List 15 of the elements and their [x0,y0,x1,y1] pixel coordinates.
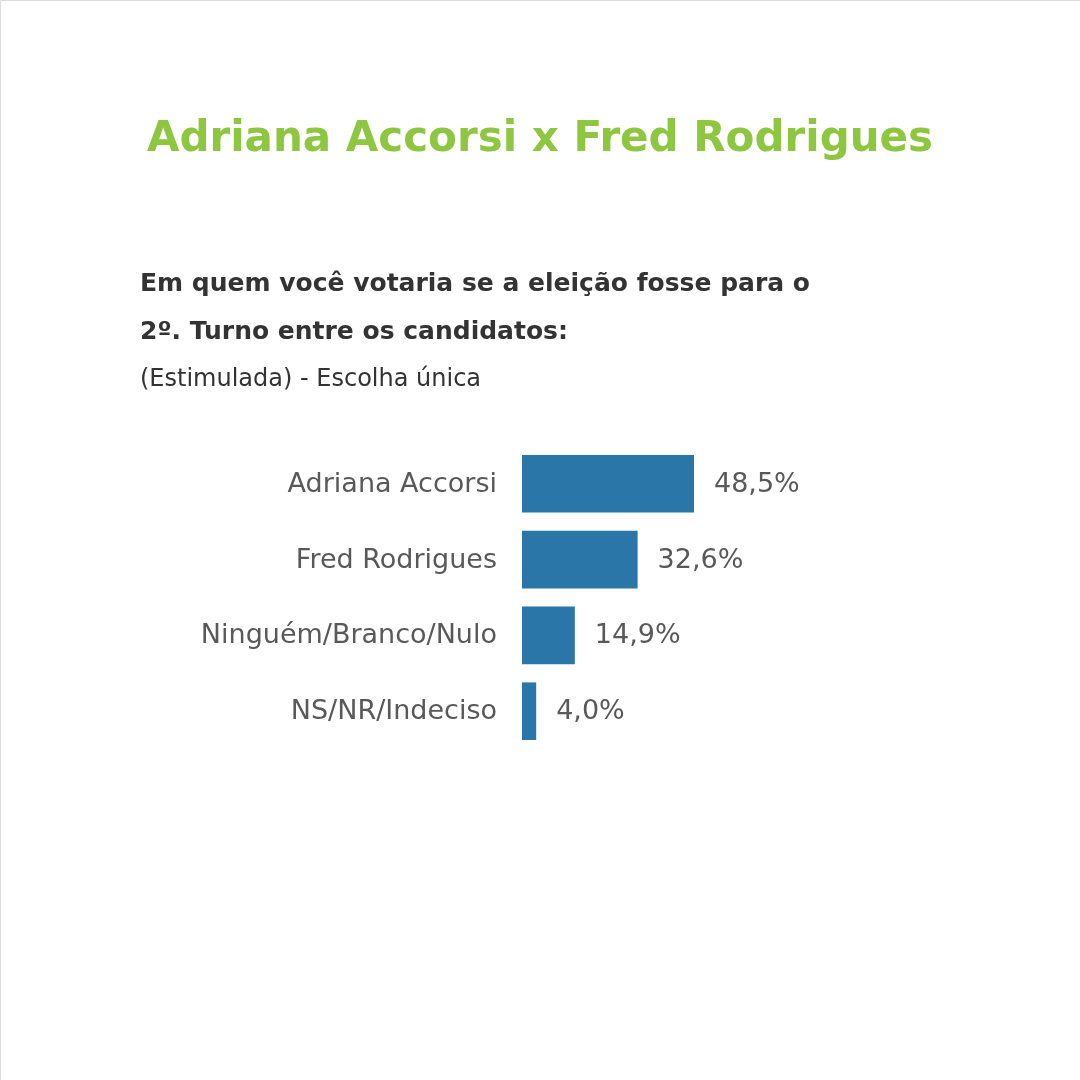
data-label: 4,0% [556,694,625,726]
bar [522,455,694,513]
data-label: 32,6% [657,542,744,574]
bar [522,682,537,740]
chart-title: Adriana Accorsi x Fred Rodrigues [146,112,934,161]
bar [522,530,638,589]
y-tick-label: Fred Rodrigues [295,542,497,574]
y-tick-label: NS/NR/Indeciso [290,694,497,726]
y-tick-label: Ninguém/Branco/Nulo [200,618,497,650]
text: (Estimulada) - Escolha única [140,364,482,392]
y-tick-label: Adriana Accorsi [287,466,497,498]
bar [522,606,575,665]
data-label: 48,5% [714,466,800,498]
chart-subtitle: Em quem você votaria se a eleição fosse para o 2º. Turno entre os candidatos: [140,268,810,345]
data-label: 14,9% [594,618,681,650]
